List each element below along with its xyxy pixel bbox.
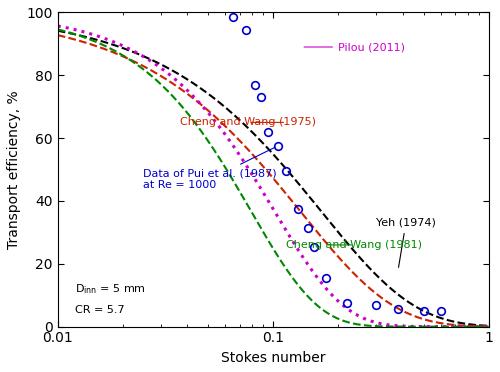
X-axis label: Stokes number: Stokes number (221, 351, 326, 365)
Text: CR = 5.7: CR = 5.7 (75, 305, 124, 314)
Text: Yeh (1974): Yeh (1974) (376, 218, 436, 267)
Text: Cheng and Wang (1975): Cheng and Wang (1975) (180, 118, 316, 128)
Y-axis label: Transport efficiency, %: Transport efficiency, % (7, 90, 21, 249)
Text: D$_{\rm inn}$ = 5 mm: D$_{\rm inn}$ = 5 mm (75, 282, 146, 296)
Text: Data of Pui et al. (1987)
at Re = 1000: Data of Pui et al. (1987) at Re = 1000 (144, 147, 277, 190)
Text: Pilou (2011): Pilou (2011) (304, 42, 405, 52)
Text: Cheng and Wang (1981): Cheng and Wang (1981) (286, 240, 422, 250)
